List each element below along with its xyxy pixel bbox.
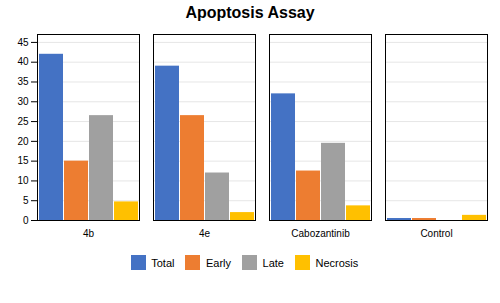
svg-text:35: 35: [17, 76, 29, 87]
svg-text:45: 45: [17, 37, 29, 48]
svg-text:0: 0: [23, 215, 29, 226]
html-text:Apoptosis Assay: Apoptosis Assay: [185, 4, 315, 21]
svg-text:5: 5: [23, 195, 29, 206]
html-text:Late: Late: [262, 256, 284, 269]
svg-text:10: 10: [17, 175, 29, 186]
html-text:Early: Early: [206, 256, 231, 269]
svg-text:25: 25: [17, 116, 29, 127]
svg-text:Cabozantinib: Cabozantinib: [291, 228, 350, 239]
html-text:Necrosis: Necrosis: [315, 256, 359, 269]
html-text:Total: Total: [151, 256, 175, 269]
svg-text:20: 20: [17, 136, 29, 147]
svg-text:30: 30: [17, 96, 29, 107]
svg-text:40: 40: [17, 56, 29, 67]
svg-text:Control: Control: [420, 228, 452, 239]
svg-text:4e: 4e: [199, 228, 211, 239]
svg-text:4b: 4b: [83, 228, 95, 239]
svg-text:15: 15: [17, 155, 29, 166]
